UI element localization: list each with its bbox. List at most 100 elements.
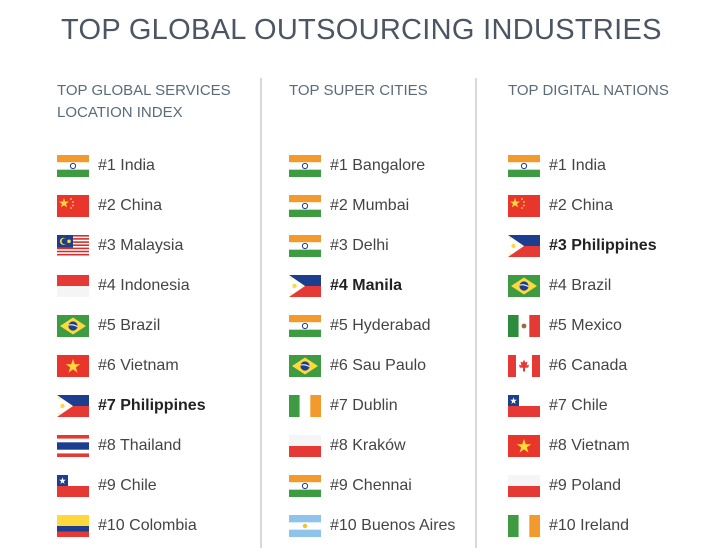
page-title: TOP GLOBAL OUTSOURCING INDUSTRIES <box>61 14 662 46</box>
list-item-label: #4 Brazil <box>549 277 612 294</box>
indonesia-flag-icon <box>57 275 89 297</box>
list-item-label: #6 Canada <box>549 357 628 374</box>
list-item: #10 Ireland <box>508 506 657 546</box>
philippines-flag-icon <box>289 275 321 297</box>
philippines-flag-icon <box>57 395 89 417</box>
india-flag-icon <box>289 315 321 337</box>
list-item: #6 Vietnam <box>57 346 206 386</box>
column-header-line: TOP GLOBAL SERVICES <box>57 82 231 99</box>
chile-flag-icon <box>508 395 540 417</box>
list-item-label: #3 Delhi <box>330 237 389 254</box>
list-item-label: #8 Vietnam <box>549 437 630 454</box>
list-item-label: #10 Colombia <box>98 517 197 534</box>
list-item-label: #1 Bangalore <box>330 157 426 174</box>
list-item: #2 China <box>508 186 657 226</box>
list-item: #7 Chile <box>508 386 657 426</box>
list-item-label: #9 Poland <box>549 477 622 494</box>
argentina-flag-icon <box>289 515 321 537</box>
list-item-label: #6 Sau Paulo <box>330 357 427 374</box>
list-item: #5 Mexico <box>508 306 657 346</box>
list-item-label: #2 China <box>98 197 163 214</box>
list-item-label: #10 Buenos Aires <box>330 517 456 534</box>
philippines-flag-icon <box>508 235 540 257</box>
column-header: TOP GLOBAL SERVICES LOCATION INDEX <box>57 80 252 124</box>
list-item: #8 Thailand <box>57 426 206 466</box>
list-item-label: #8 Thailand <box>98 437 182 454</box>
list-item: #5 Brazil <box>57 306 206 346</box>
list-item: #4 Brazil <box>508 266 657 306</box>
vietnam-flag-icon <box>57 355 89 377</box>
list-item-label: #7 Chile <box>549 397 608 414</box>
list-item: #10 Colombia <box>57 506 206 546</box>
brazil-flag-icon <box>289 355 321 377</box>
column-global-services: TOP GLOBAL SERVICES LOCATION INDEX #1 In… <box>57 80 252 537</box>
list-item: #1 India <box>508 146 657 186</box>
list-item-label: #3 Malaysia <box>98 237 184 254</box>
list-item-label: #6 Vietnam <box>98 357 179 374</box>
mexico-flag-icon <box>508 315 540 337</box>
list-item-label: #8 Kraków <box>330 437 406 454</box>
list-item: #8 Vietnam <box>508 426 657 466</box>
list-item-label: #9 Chile <box>98 477 157 494</box>
ireland-flag-icon <box>508 515 540 537</box>
india-flag-icon <box>289 155 321 177</box>
ranking-list: #1 Bangalore #2 Mumbai #3 Delhi #4 Manila #5… <box>289 146 455 546</box>
column-header-line: TOP DIGITAL NATIONS <box>508 82 669 99</box>
list-item: #9 Chennai <box>289 466 455 506</box>
list-item-label: #2 China <box>549 197 614 214</box>
column-header-line: LOCATION INDEX <box>57 104 183 121</box>
brazil-flag-icon <box>57 315 89 337</box>
list-item-label: #5 Mexico <box>549 317 622 334</box>
list-item: #7 Dublin <box>289 386 455 426</box>
list-item-label: #7 Philippines <box>98 397 206 414</box>
list-item: #5 Hyderabad <box>289 306 455 346</box>
list-item-label: #5 Hyderabad <box>330 317 431 334</box>
list-item: #8 Kraków <box>289 426 455 466</box>
thailand-flag-icon <box>57 435 89 457</box>
list-item-label: #10 Ireland <box>549 517 630 534</box>
list-item-label: #5 Brazil <box>98 317 161 334</box>
list-item: #6 Sau Paulo <box>289 346 455 386</box>
malaysia-flag-icon <box>57 235 89 257</box>
column-super-cities: TOP SUPER CITIES #1 Bangalore #2 Mumbai #3… <box>289 80 469 537</box>
poland-flag-icon <box>289 435 321 457</box>
list-item: #2 Mumbai <box>289 186 455 226</box>
list-item-label: #1 India <box>549 157 606 174</box>
list-item: #9 Poland <box>508 466 657 506</box>
column-divider <box>475 78 477 548</box>
list-item: #3 Malaysia <box>57 226 206 266</box>
india-flag-icon <box>57 155 89 177</box>
india-flag-icon <box>508 155 540 177</box>
list-item: #6 Canada <box>508 346 657 386</box>
list-item: #4 Manila <box>289 266 455 306</box>
list-item-label: #3 Philippines <box>549 237 657 254</box>
column-digital-nations: TOP DIGITAL NATIONS #1 India #2 China #3 P… <box>508 80 688 537</box>
vietnam-flag-icon <box>508 435 540 457</box>
chile-flag-icon <box>57 475 89 497</box>
list-item: #3 Delhi <box>289 226 455 266</box>
india-flag-icon <box>289 195 321 217</box>
list-item: #2 China <box>57 186 206 226</box>
list-item-label: #7 Dublin <box>330 397 398 414</box>
ranking-list: #1 India #2 China #3 Malaysia #4 Indonesia #… <box>57 146 206 546</box>
list-item: #1 Bangalore <box>289 146 455 186</box>
column-divider <box>260 78 262 548</box>
list-item-label: #2 Mumbai <box>330 197 410 214</box>
colombia-flag-icon <box>57 515 89 537</box>
list-item-label: #4 Indonesia <box>98 277 190 294</box>
list-item-label: #1 India <box>98 157 155 174</box>
list-item: #7 Philippines <box>57 386 206 426</box>
ranking-list: #1 India #2 China #3 Philippines #4 Brazil #… <box>508 146 657 546</box>
list-item: #1 India <box>57 146 206 186</box>
list-item-label: #4 Manila <box>330 277 403 294</box>
list-item-label: #9 Chennai <box>330 477 412 494</box>
brazil-flag-icon <box>508 275 540 297</box>
poland-flag-icon <box>508 475 540 497</box>
list-item: #9 Chile <box>57 466 206 506</box>
india-flag-icon <box>289 475 321 497</box>
ireland-flag-icon <box>289 395 321 417</box>
canada-flag-icon <box>508 355 540 377</box>
china-flag-icon <box>508 195 540 217</box>
list-item: #4 Indonesia <box>57 266 206 306</box>
china-flag-icon <box>57 195 89 217</box>
